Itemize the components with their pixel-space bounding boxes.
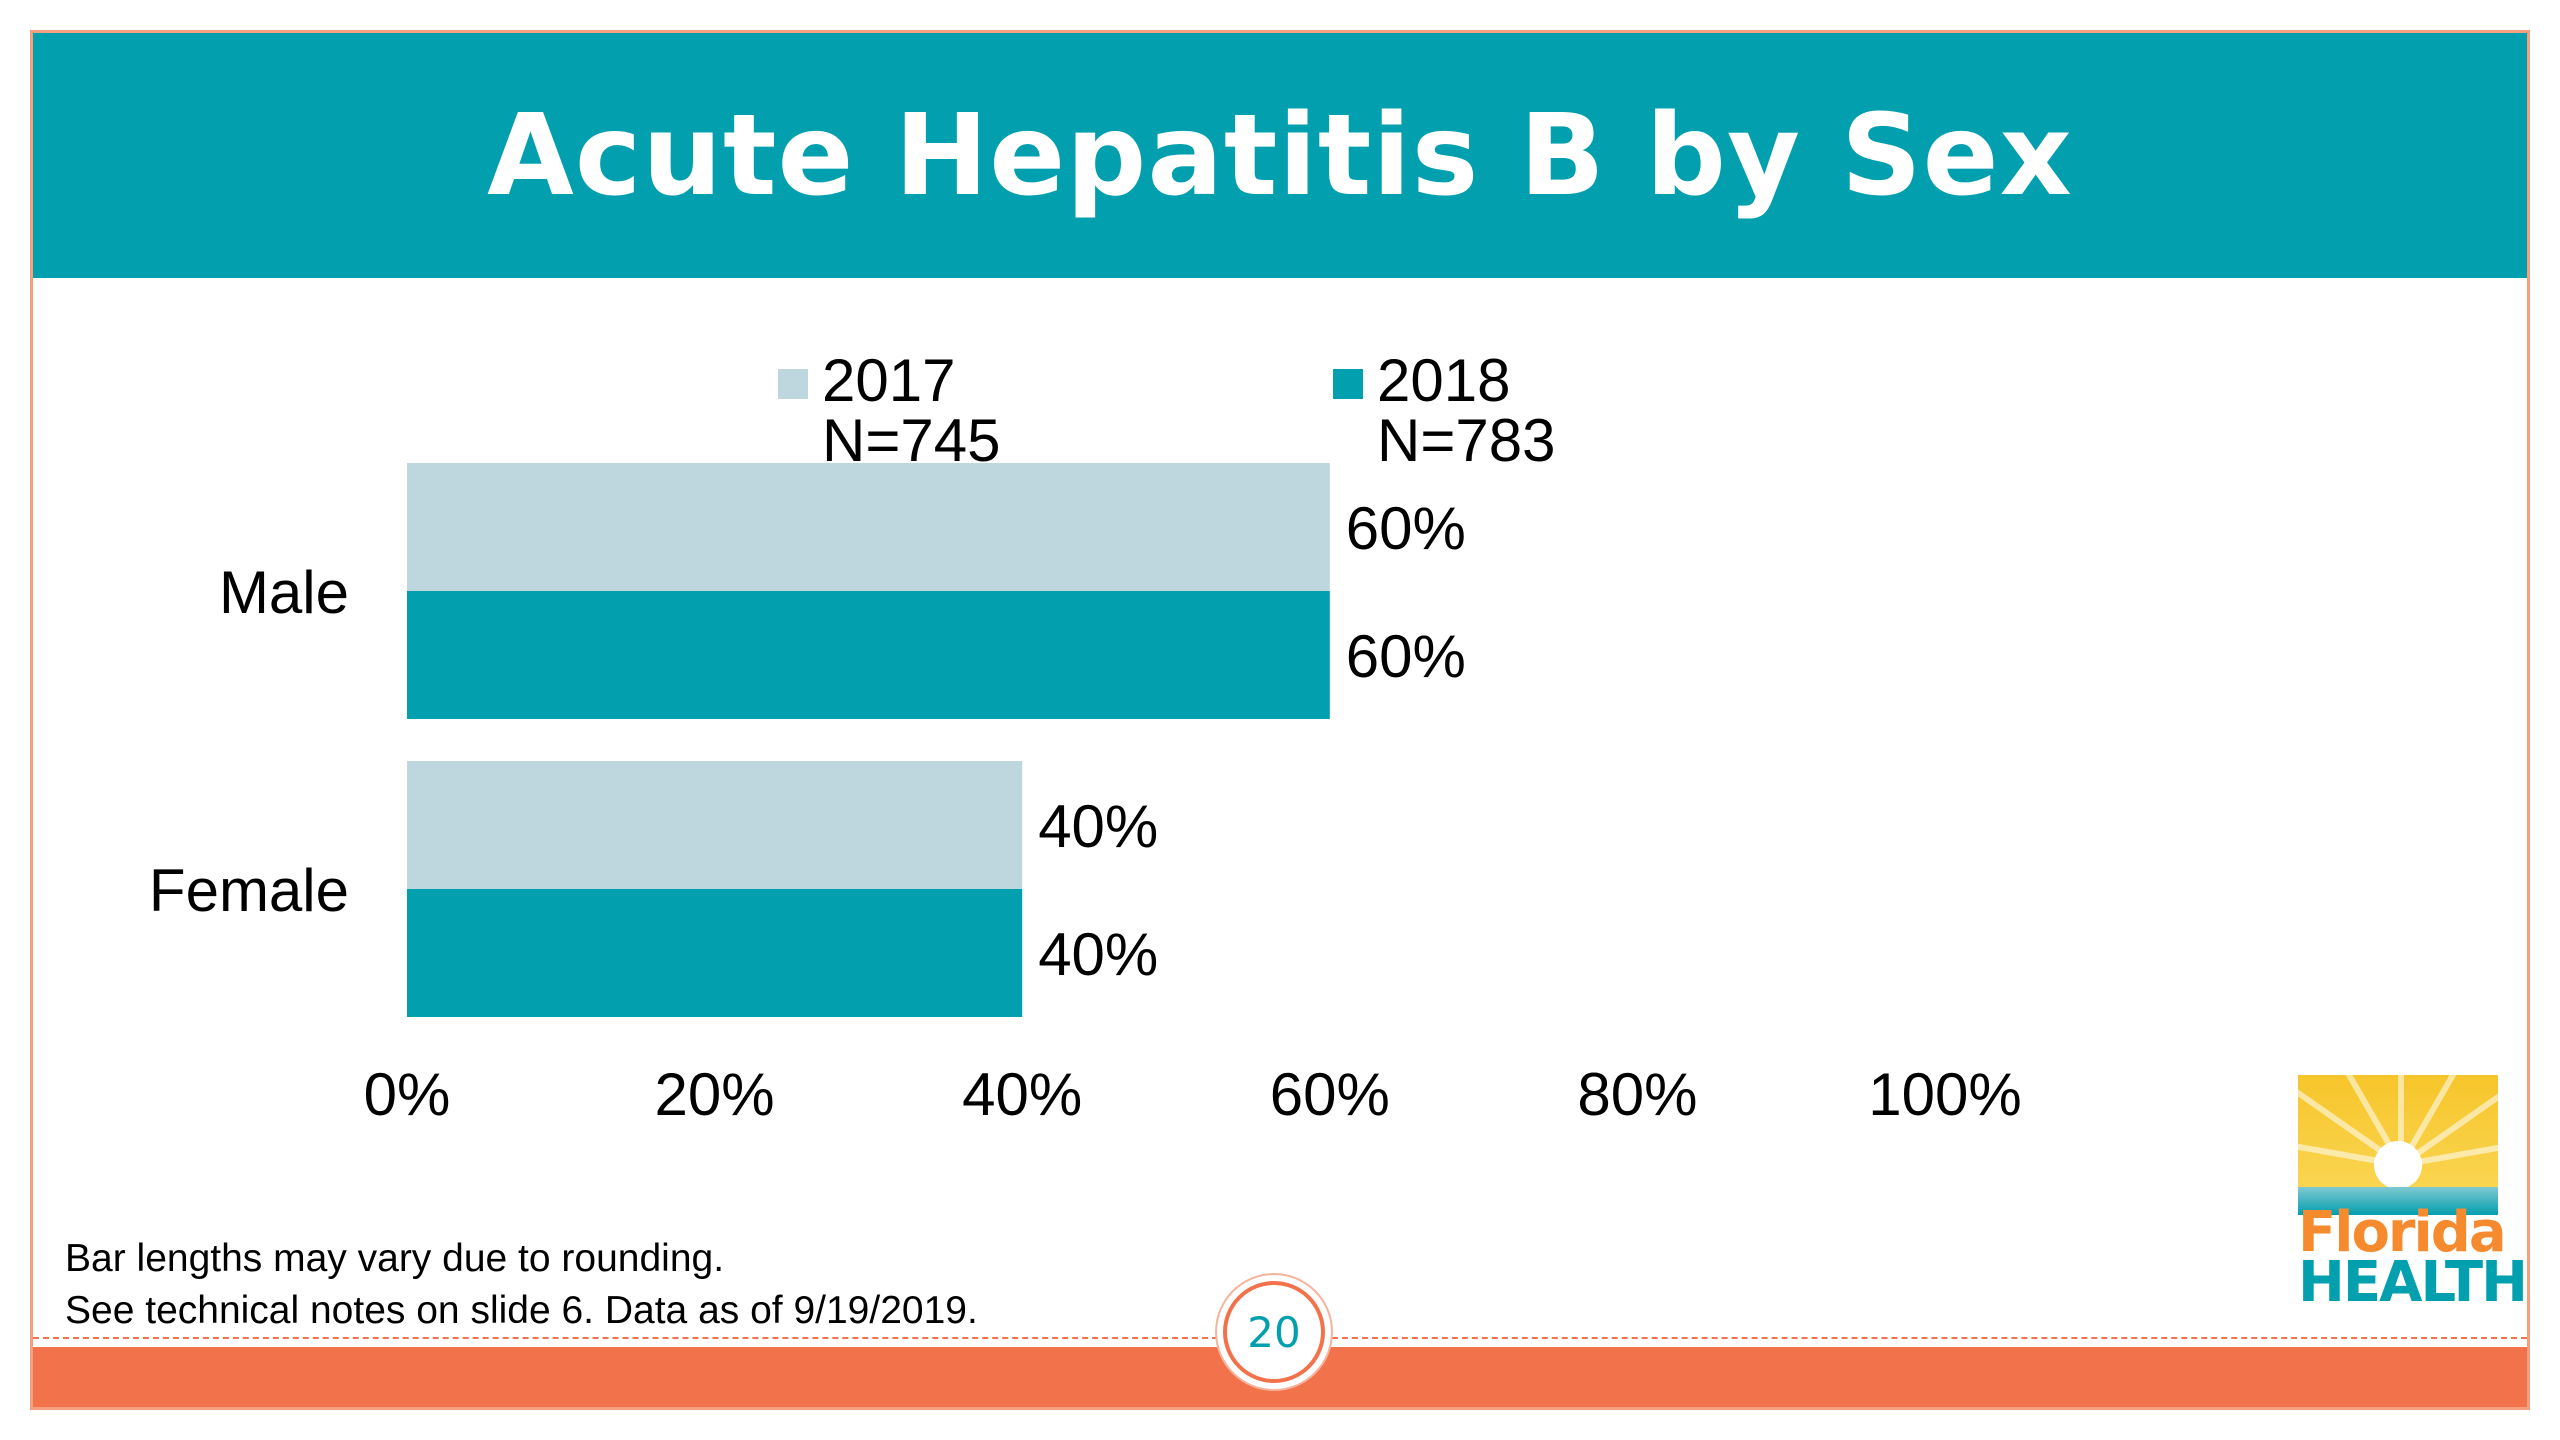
page-number: 20 — [1223, 1281, 1325, 1383]
x-tick-label: 60% — [1270, 1061, 1390, 1128]
data-label-male-0: 60% — [1346, 495, 1466, 562]
category-label-male: Male — [219, 559, 349, 626]
title-banner: Acute Hepatitis B by Sex — [33, 33, 2527, 278]
data-label-female-0: 40% — [1038, 793, 1158, 860]
bar-female-0 — [407, 761, 1023, 889]
sun-logo-icon — [2298, 1075, 2498, 1215]
x-tick-label: 40% — [962, 1061, 1082, 1128]
data-label-female-1: 40% — [1038, 921, 1158, 988]
legend-label-2018: 2018 N=783 — [1377, 347, 1556, 474]
bar-chart: Male 60% 60% Female 40% 40% 0% 20% 40% 60% 80% 100% — [149, 463, 2022, 1128]
legend-swatch-2017 — [778, 369, 808, 399]
legend-item-2017: 2017 N=745 — [778, 351, 1000, 471]
legend-label-2017: 2017 N=745 — [822, 347, 1001, 474]
florida-health-logo: Florida HEALTH — [2298, 1075, 2528, 1311]
bar-male-1 — [407, 591, 1330, 719]
legend-item-2018: 2018 N=783 — [1333, 351, 1555, 471]
slide-title: Acute Hepatitis B by Sex — [487, 90, 2073, 221]
category-label-female: Female — [149, 857, 349, 924]
x-tick-label: 100% — [1868, 1061, 2021, 1128]
data-label-male-1: 60% — [1346, 623, 1466, 690]
logo-word-health: HEALTH — [2298, 1250, 2528, 1315]
footnote: Bar lengths may vary due to rounding. Se… — [65, 1237, 978, 1332]
x-tick-label: 20% — [655, 1061, 775, 1128]
x-tick-label: 80% — [1577, 1061, 1697, 1128]
logo-word-florida: Florida — [2298, 1200, 2507, 1265]
bar-male-0 — [407, 463, 1330, 591]
legend-swatch-2018 — [1333, 369, 1363, 399]
slide: Acute Hepatitis B by Sex 2017 N=745 2018… — [30, 30, 2530, 1410]
x-tick-label: 0% — [364, 1061, 451, 1128]
bar-female-1 — [407, 889, 1023, 1017]
